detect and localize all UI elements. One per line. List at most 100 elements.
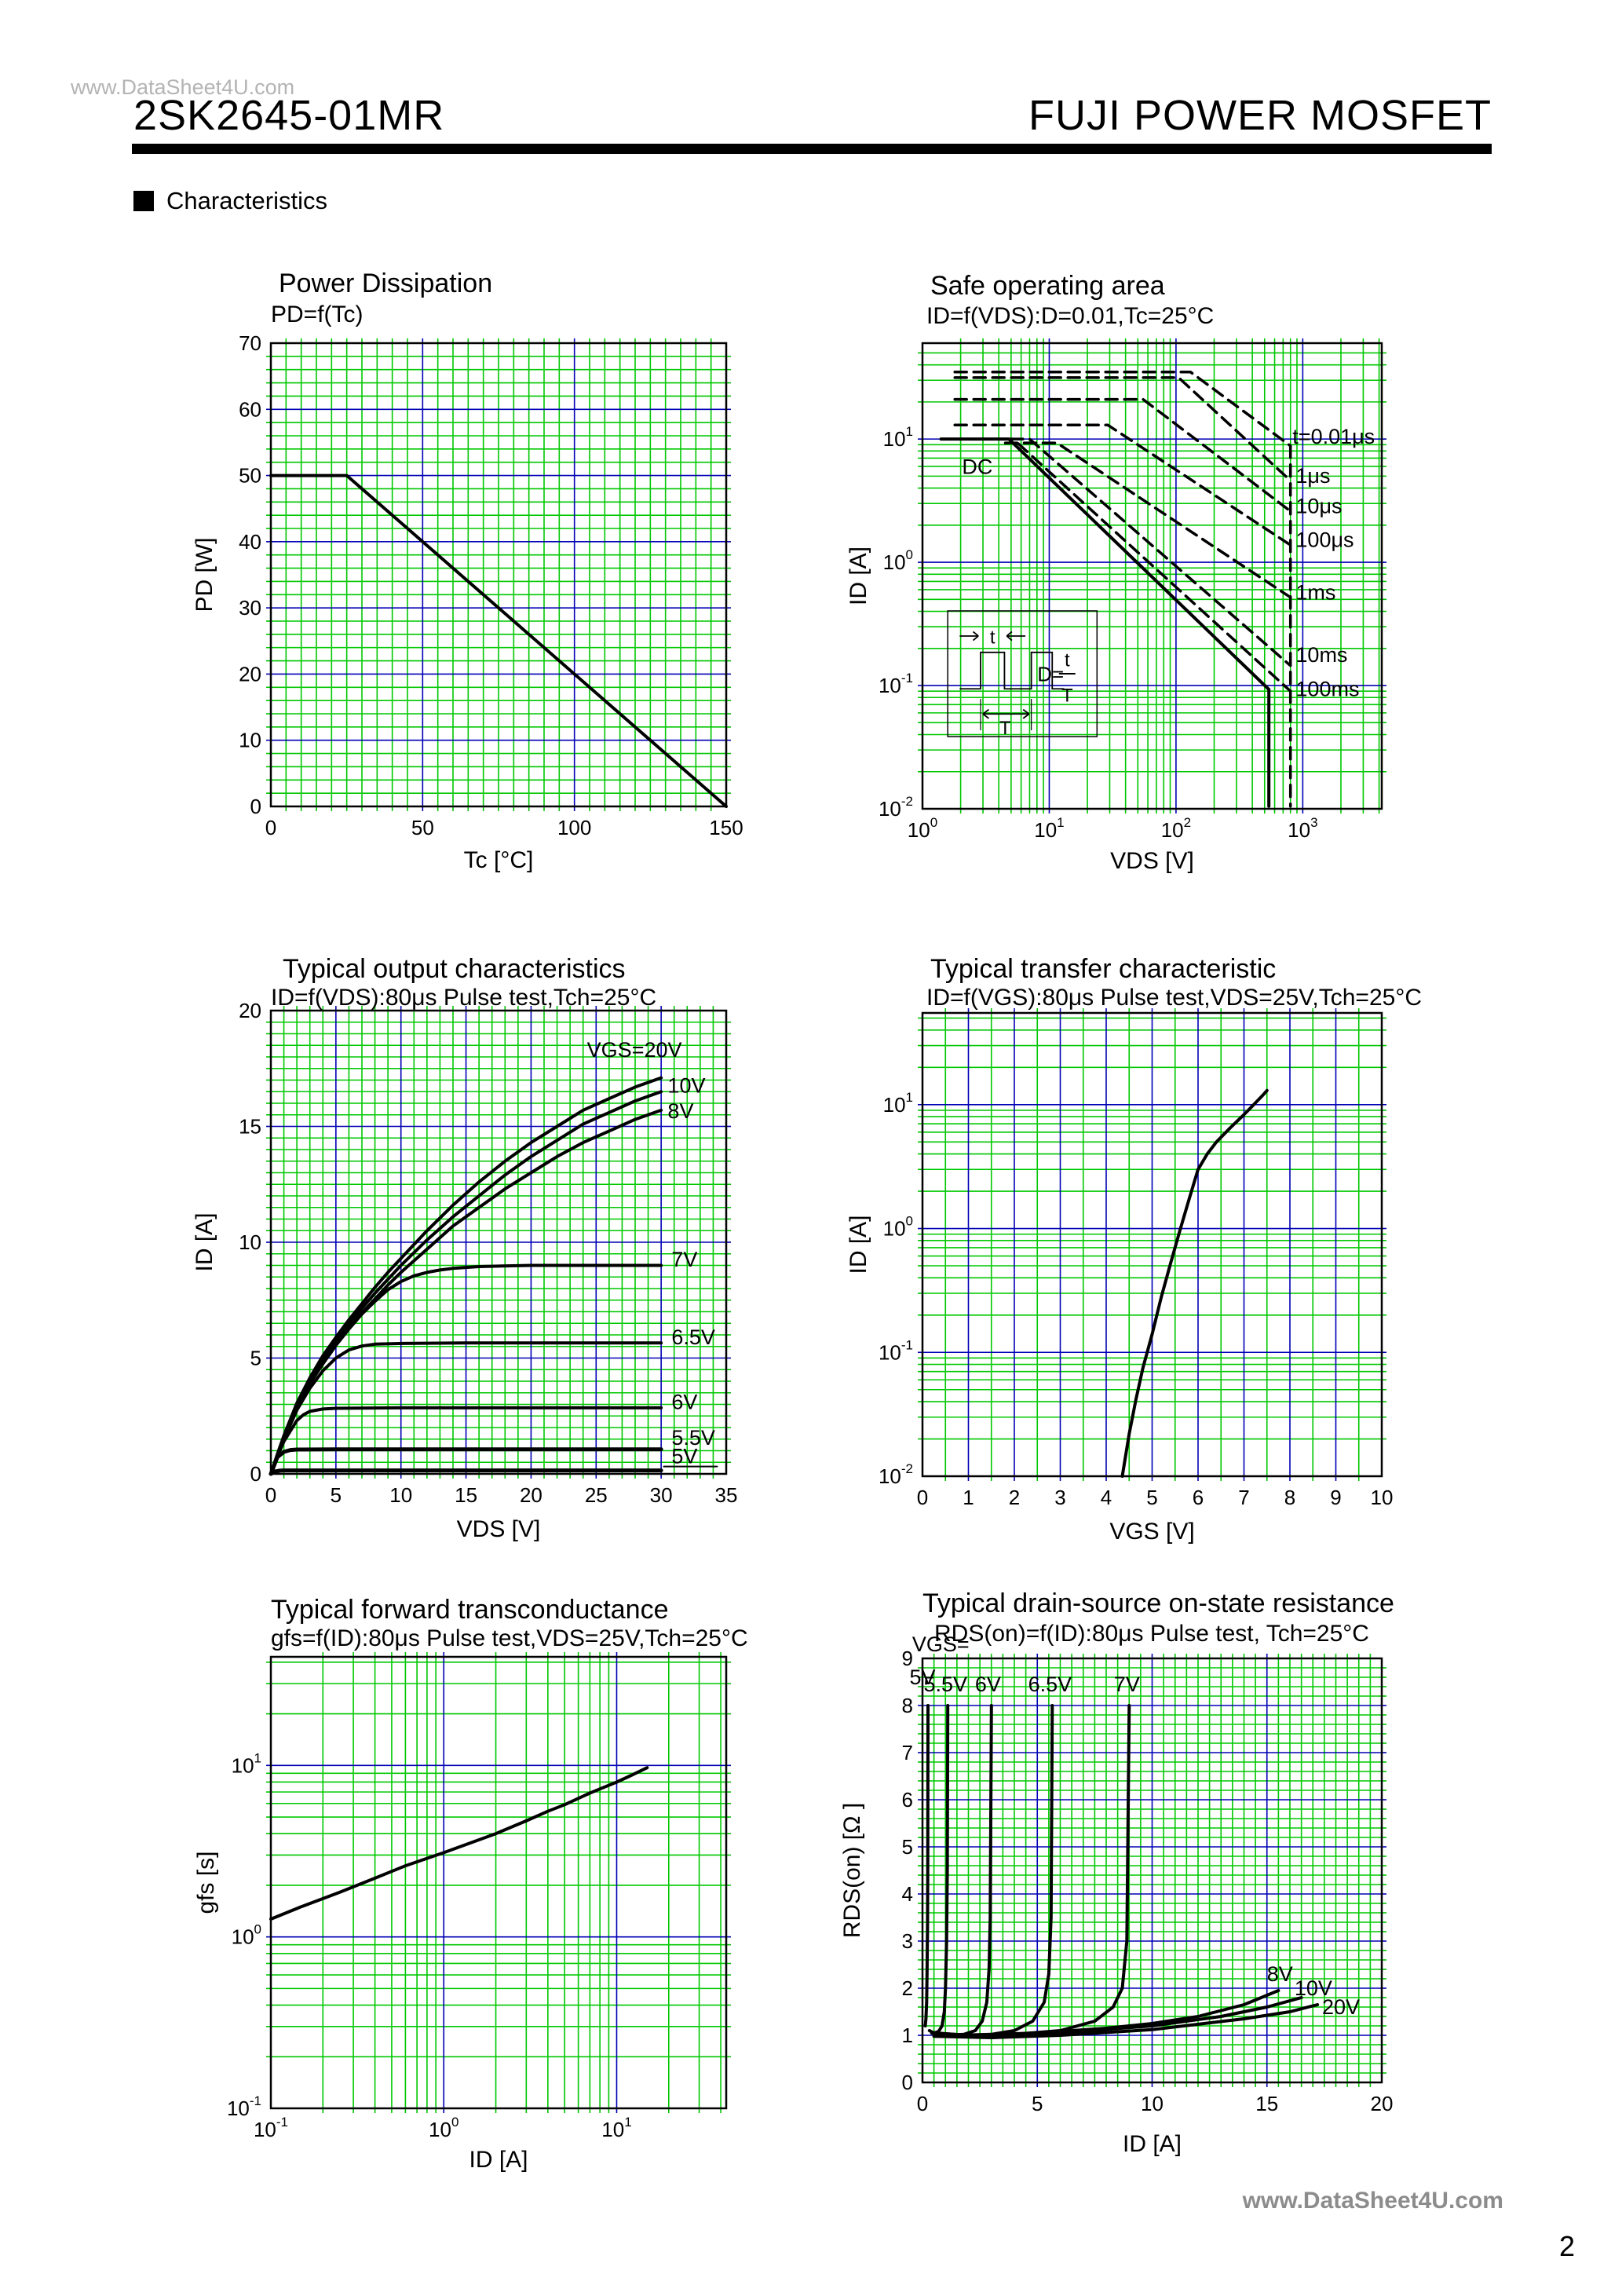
plot-frame [269,1655,728,2110]
y-tick-label: 101 [883,424,913,451]
y-tick-label: 10-2 [879,794,913,821]
y-tick-label: 0 [250,795,261,818]
y-tick-label: 15 [239,1115,261,1139]
x-tick-label: 0 [917,1486,928,1509]
y-tick-label: 0 [250,1462,261,1486]
y-axis-label: ID [A] [846,1215,871,1274]
chart-subtitle: gfs=f(ID):80μs Pulse test,VDS=25V,Tch=25… [271,1625,748,1651]
chart-soa: tTD=tT DC t=0.01μs 1μs 10μs 100μs 1ms 10ms 100ms… [846,271,1386,874]
y-tick-label: 5 [902,1835,913,1859]
y-axis-label: PD [W] [192,538,217,612]
y-tick-label: 7 [902,1741,913,1764]
watermark-footer: www.DataSheet4U.com [1242,2188,1503,2214]
x-tick-label: 101 [601,2115,631,2141]
chart-title: Typical drain-source on-state resistance [922,1589,1394,1618]
x-tick-label: 0 [917,2092,928,2115]
y-tick-label: 4 [902,1882,913,1906]
inset-duty-denominator: T [1061,685,1073,706]
y-tick-label: 101 [883,1090,913,1117]
y-axis-label: ID [A] [846,547,871,605]
chart-subtitle: ID=f(VDS):D=0.01,Tc=25°C [926,303,1214,329]
y-tick-label: 10-1 [879,1337,913,1364]
x-tick-label: 5 [1146,1486,1157,1509]
x-tick-label: 6 [1193,1486,1204,1509]
x-tick-label: 5 [331,1483,342,1507]
y-tick-label: 70 [239,331,261,355]
y-tick-label: 60 [239,397,261,421]
chart-title: Safe operating area [930,271,1165,301]
x-axis-label: ID [A] [469,2147,528,2173]
grid [266,1652,731,2113]
curve-5V [923,1704,930,2027]
chart-subtitle: ID=f(VGS):80μs Pulse test,VDS=25V,Tch=25… [926,985,1422,1011]
x-tick-label: 20 [520,1483,542,1507]
y-tick-label: 20 [239,999,261,1022]
series [269,473,728,808]
y-tick-label: 10-1 [879,671,913,697]
x-tick-label: 15 [455,1483,477,1507]
series [923,1704,1320,2039]
y-tick-label: 5 [250,1347,261,1370]
curve-label: 10μs [1295,495,1342,518]
x-tick-label: 3 [1054,1486,1065,1509]
x-tick-label: 50 [411,816,434,839]
y-tick-label: 9 [902,1647,913,1670]
x-tick-label: 10 [1141,2092,1164,2115]
curve-label: 10V [1295,1976,1332,2000]
section-header: Characteristics [133,187,327,215]
chart-pd: 0 50 100 150 0 10 20 30 40 50 60 70 Power Dissipatio… [192,269,743,873]
x-tick-label: 103 [1288,815,1317,842]
y-tick-label: 10 [239,1230,261,1254]
curve-5V [269,1468,663,1476]
y-axis-label: RDS(on) [Ω ] [839,1803,865,1938]
chart-subtitle: ID=f(VDS):80μs Pulse test,Tch=25°C [271,985,656,1011]
x-tick-label: 101 [1034,815,1064,842]
curve-label: 1μs [1295,464,1330,488]
curve-1ms [1003,441,1292,599]
curve-label: 10ms [1295,643,1347,667]
y-tick-label: 50 [239,464,261,488]
curve-label: 7V [671,1248,697,1271]
x-tick-label: 10 [1371,1486,1394,1509]
x-tick-label: 102 [1161,815,1191,842]
x-tick-label: 0 [265,816,276,839]
y-tick-label: 1 [902,2024,913,2047]
curve-5.5V [269,1447,663,1476]
y-tick-label: 30 [239,596,261,620]
series [269,1076,718,1476]
page-number: 2 [1558,2230,1575,2262]
curve-label: 8V [667,1099,693,1123]
curve-label: DC [962,455,992,479]
x-tick-label: 0 [265,1483,276,1507]
chart-subtitle: PD=f(Tc) [271,302,363,327]
curve-6V [269,1406,663,1475]
x-tick-label: 2 [1009,1486,1020,1509]
section-title: Characteristics [166,187,327,214]
x-tick-label: 150 [709,816,743,839]
x-tick-label: 15 [1255,2092,1278,2115]
curve-6.5V [932,1704,1054,2037]
curve-label: 10V [667,1074,705,1098]
curve-PD limit [269,473,728,808]
curve-label: 5.5V [923,1673,967,1696]
curve-t=0.01us [953,370,1292,448]
series [1120,1088,1269,1478]
curve-label: 6V [671,1390,697,1413]
curve-label: 7V [1114,1673,1140,1696]
curve-label: 8V [1267,1962,1293,1986]
x-tick-label: 5 [1032,2092,1043,2115]
y-tick-label: 10-1 [227,2093,261,2120]
y-tick-label: 40 [239,530,261,554]
plot-frame [269,1009,728,1475]
curve-label: 6V [975,1673,1001,1696]
grid [266,338,731,811]
x-tick-label: 8 [1284,1486,1295,1509]
x-tick-label: 10-1 [254,2115,288,2141]
plot-frame [921,342,1383,810]
x-tick-label: 35 [715,1483,738,1507]
y-tick-label: 3 [902,1929,913,1953]
chart-title: Typical transfer characteristic [930,954,1276,984]
x-tick-label: 9 [1330,1486,1341,1509]
curve-label: 1ms [1295,580,1335,604]
